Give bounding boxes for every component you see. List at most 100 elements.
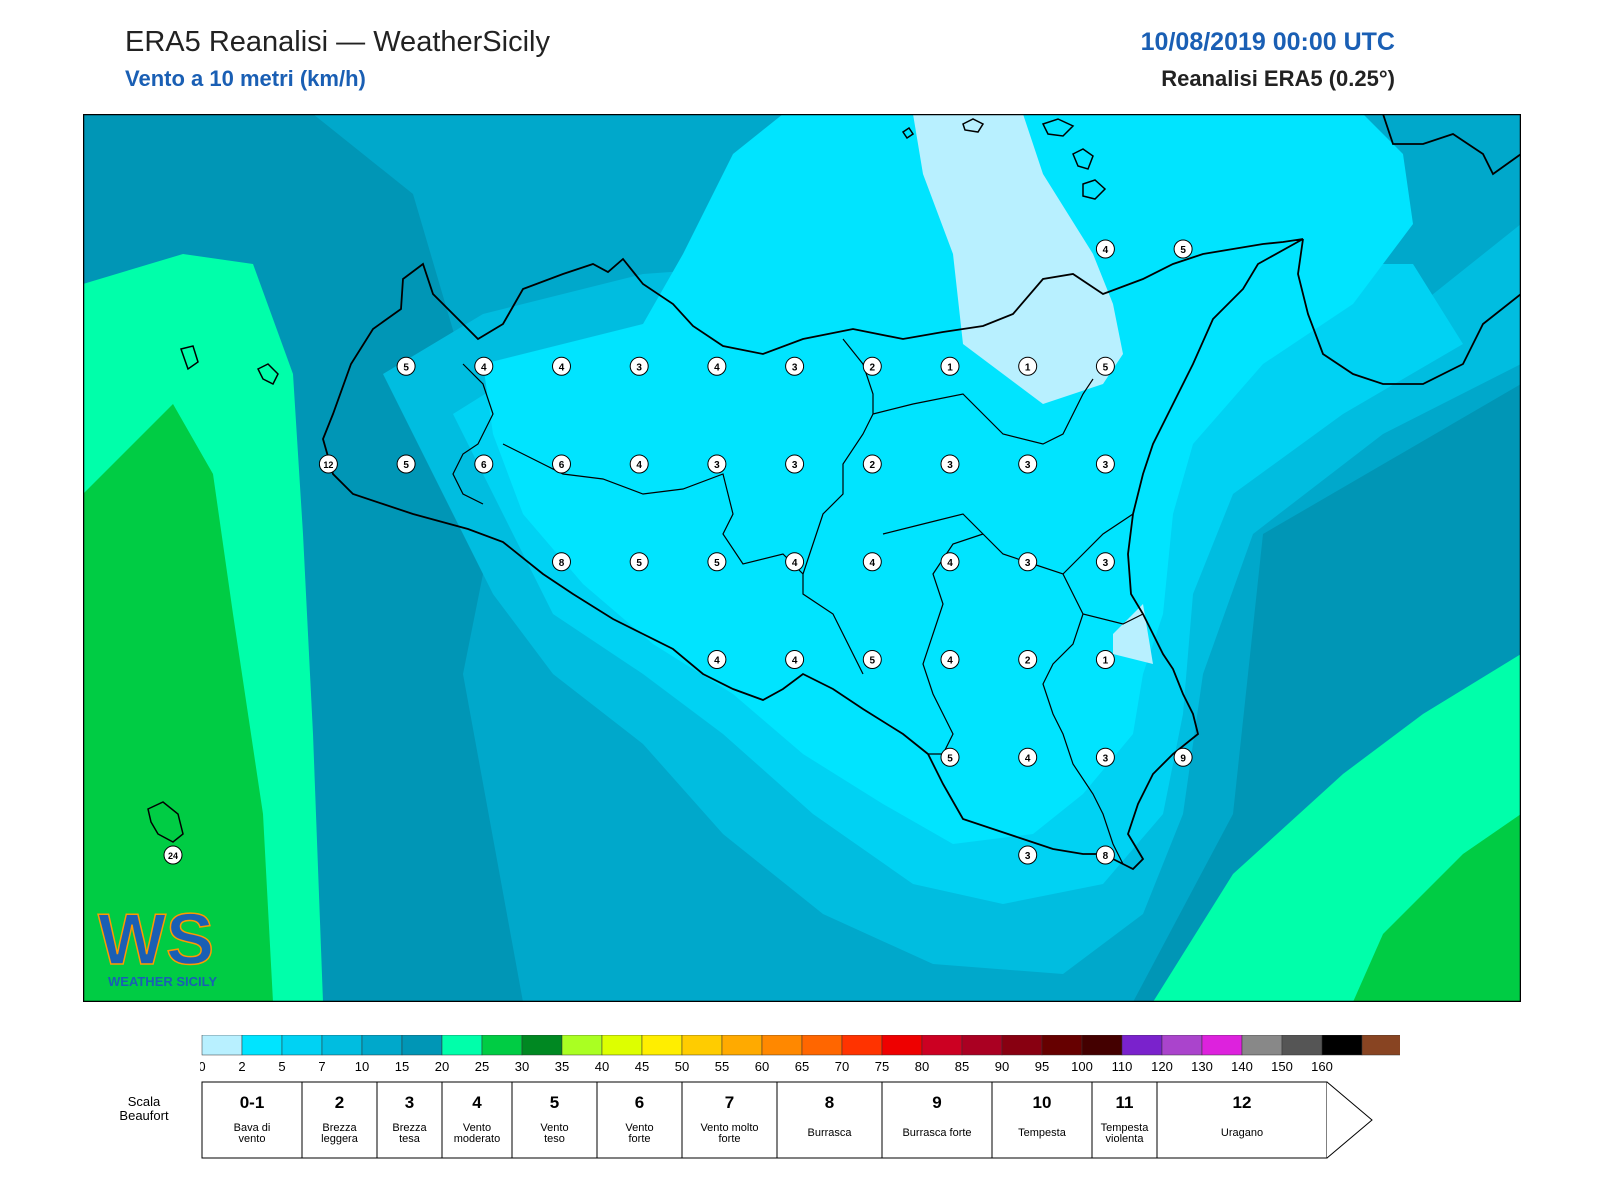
station-value: 4 — [714, 656, 720, 667]
colorbar-bins — [201, 1035, 1400, 1056]
weathersicily-logo: WS WEATHER SICILY — [97, 899, 217, 989]
colorbar-bin — [921, 1035, 963, 1056]
station-marker — [940, 356, 960, 376]
station-value: 4 — [1025, 753, 1031, 764]
station-value: 8 — [559, 558, 565, 569]
colorbar-ticks: 0 2 5 7 10 15 20 25 30 35 40 45 50 55 60 65 70 75 80 85 90 95… — [200, 1059, 1333, 1074]
beaufort-description: Uragano — [1221, 1127, 1263, 1139]
colorbar-bin — [721, 1035, 763, 1056]
colorbar-tick-label: 85 — [955, 1059, 969, 1074]
beaufort-cell — [1156, 1081, 1328, 1159]
station-marker — [1095, 747, 1115, 767]
beaufort-cell — [681, 1081, 778, 1159]
station-marker — [862, 650, 882, 670]
beaufort-description: Brezza — [392, 1122, 427, 1134]
colorbar-bin — [561, 1035, 603, 1056]
station-marker — [940, 650, 960, 670]
map-frame — [83, 114, 1521, 1002]
station-value: 6 — [559, 460, 565, 471]
beaufort-cell — [776, 1081, 883, 1159]
station-marker — [1018, 356, 1038, 376]
beaufort-number: 4 — [472, 1093, 482, 1112]
beaufort-description: Tempesta — [1101, 1122, 1150, 1134]
colorbar-tick-label: 90 — [995, 1059, 1009, 1074]
beaufort-cell — [1091, 1081, 1158, 1159]
station-value: 4 — [947, 656, 953, 667]
station-marker — [552, 454, 571, 474]
colorbar-bin — [321, 1035, 363, 1056]
beaufort-cell — [596, 1081, 683, 1159]
station-value: 5 — [403, 362, 409, 373]
colorbar-tick-label: 110 — [1112, 1059, 1133, 1074]
logo-mark: WS — [98, 900, 214, 980]
colorbar-bin — [601, 1035, 643, 1056]
station-value: 3 — [1103, 460, 1109, 471]
calm-zone — [913, 114, 1123, 404]
station-value: 4 — [481, 362, 487, 373]
station-value: 6 — [481, 460, 487, 471]
colorbar-bin — [881, 1035, 923, 1056]
station-value: 3 — [1025, 460, 1031, 471]
colorbar-bin — [681, 1035, 723, 1056]
colorbar-tick-label: 75 — [875, 1059, 889, 1074]
station-marker — [862, 356, 882, 376]
calabria-coastline — [1297, 114, 1521, 385]
colorbar-tick-label: 60 — [755, 1059, 769, 1074]
station-value: 1 — [947, 362, 953, 373]
beaufort-cell — [441, 1081, 513, 1159]
beaufort-number: 7 — [725, 1093, 734, 1112]
colorbar-tick-label: 20 — [435, 1059, 449, 1074]
beaufort-number: 11 — [1116, 1093, 1134, 1112]
beaufort-number: 5 — [550, 1093, 559, 1112]
station-marker — [1095, 650, 1115, 670]
station-marker — [1095, 356, 1115, 376]
island-aeolian — [901, 118, 1107, 200]
colorbar-tick-label: 160 — [1311, 1059, 1333, 1074]
colorbar-bin — [801, 1035, 843, 1056]
station-marker — [707, 650, 727, 670]
beaufort-number: 12 — [1233, 1093, 1252, 1112]
station-marker — [1173, 747, 1193, 767]
beaufort-description: Vento — [540, 1122, 568, 1134]
colorbar-tick-label: 45 — [635, 1059, 649, 1074]
station-marker — [1095, 845, 1115, 865]
map-datetime: 10/08/2019 00:00 UTC — [1140, 28, 1395, 56]
station-marker — [785, 650, 805, 670]
beaufort-description: vento — [239, 1133, 266, 1145]
station-value: 4 — [792, 558, 798, 569]
station-value: 3 — [792, 362, 798, 373]
station-marker — [1095, 454, 1115, 474]
logo-subtext: WEATHER SICILY — [108, 974, 217, 989]
wind-field-zone-green — [83, 404, 273, 1002]
colorbar-bin — [1161, 1035, 1203, 1056]
station-marker — [785, 356, 805, 376]
station-value: 3 — [1103, 558, 1109, 569]
station-value: 2 — [1025, 656, 1031, 667]
colorbar-tick-label: 30 — [515, 1059, 529, 1074]
beaufort-cell — [376, 1081, 443, 1159]
beaufort-description: Vento molto — [700, 1122, 758, 1134]
station-value: 3 — [714, 460, 720, 471]
map-subtitle: Vento a 10 metri (km/h) — [125, 66, 366, 91]
station-value: 2 — [870, 460, 876, 471]
beaufort-arrow — [1326, 1081, 1373, 1159]
station-value: 4 — [870, 558, 876, 569]
station-marker — [552, 552, 571, 572]
station-value: 3 — [792, 460, 798, 471]
beaufort-title-1: Scala — [128, 1094, 161, 1109]
colorbar-bin — [1001, 1035, 1043, 1056]
colorbar-bin — [841, 1035, 883, 1056]
station-marker — [707, 454, 727, 474]
colorbar-tick-label: 65 — [795, 1059, 809, 1074]
colorbar-tick-label: 140 — [1231, 1059, 1253, 1074]
beaufort-cell — [881, 1081, 993, 1159]
colorbar-bin — [241, 1035, 283, 1056]
station-value: 3 — [1103, 753, 1109, 764]
station-marker — [1018, 552, 1038, 572]
colorbar-tick-label: 55 — [715, 1059, 729, 1074]
colorbar-bin — [961, 1035, 1003, 1056]
beaufort-description: moderato — [454, 1133, 500, 1145]
station-value: 5 — [1103, 362, 1109, 373]
station-marker — [940, 454, 960, 474]
colorbar-tick-label: 0 — [200, 1059, 206, 1074]
